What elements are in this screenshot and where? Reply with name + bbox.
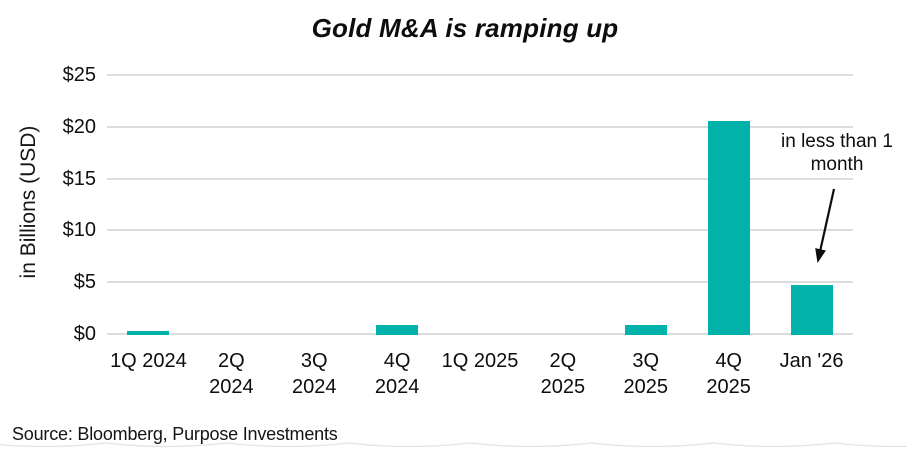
y-tick-label: $15	[62, 167, 96, 190]
x-tick-label-line: 2025	[706, 376, 751, 398]
x-tick-label: 4Q 2025	[674, 348, 784, 400]
annotation-line-2: month	[810, 154, 864, 175]
x-tick-label-line: 4Q	[383, 350, 411, 372]
bar	[376, 324, 419, 336]
bar	[707, 120, 750, 336]
gridline	[107, 229, 853, 232]
x-tick-label-line: 2024	[291, 376, 337, 398]
x-tick-label: 1Q 2024	[93, 348, 203, 374]
y-tick-label: $10	[62, 219, 96, 242]
y-tick-label: $5	[73, 271, 96, 294]
annotation-label: in less than 1 month	[773, 130, 901, 176]
gridline	[107, 125, 853, 128]
x-tick-label-line: 1Q 2025	[441, 350, 519, 372]
gridline	[107, 177, 853, 180]
bar	[624, 324, 667, 336]
x-tick-label-line: 3Q	[300, 350, 328, 372]
source-note: Source: Bloomberg, Purpose Investments	[12, 424, 338, 444]
gridline	[107, 281, 853, 284]
bar	[127, 330, 170, 336]
x-tick-label: 4Q 2024	[342, 348, 452, 400]
annotation-line-1: in less than 1	[781, 131, 893, 152]
x-tick-label: 3Q 2025	[591, 348, 701, 400]
x-tick-label-line: 3Q	[632, 350, 660, 372]
bottom-scallop-divider	[0, 442, 907, 448]
x-tick-label: Jan '26	[757, 348, 867, 374]
y-tick-label: $25	[62, 64, 96, 86]
x-tick-label: 2Q 2025	[508, 348, 618, 400]
x-tick-label-line: 4Q	[715, 350, 742, 372]
x-tick-label-line: Jan '26	[779, 350, 844, 372]
x-tick-label: 2Q 2024	[176, 348, 286, 400]
x-tick-label-line: 2025	[623, 376, 669, 398]
x-tick-label-line: 2025	[540, 376, 586, 398]
bar	[790, 285, 833, 336]
x-tick-label-line: 1Q 2024	[110, 350, 187, 372]
gridline	[107, 74, 853, 76]
gridline	[107, 333, 853, 335]
x-tick-label-line: 2Q	[217, 350, 245, 372]
x-tick-label: 3Q 2024	[259, 348, 369, 400]
x-tick-label: 1Q 2025	[425, 348, 535, 374]
x-tick-label-line: 2Q	[549, 350, 577, 372]
y-tick-label: $0	[73, 323, 96, 345]
y-tick-label: $20	[62, 115, 96, 138]
x-tick-label-line: 2024	[374, 376, 420, 398]
chart-title: Gold M&A is ramping up	[311, 13, 619, 43]
x-tick-label-line: 2024	[209, 376, 254, 398]
